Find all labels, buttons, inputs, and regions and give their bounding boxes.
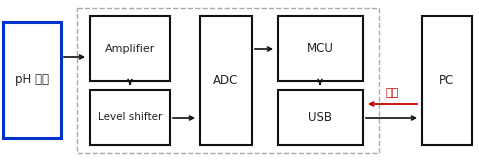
Text: 전원: 전원 (386, 88, 399, 98)
Bar (278, 90, 363, 145)
Bar (200, 16, 252, 145)
Text: USB: USB (308, 111, 332, 124)
Text: ADC: ADC (213, 74, 239, 87)
Text: pH 센서: pH 센서 (15, 73, 49, 87)
Text: PC: PC (439, 74, 455, 87)
Bar (77, 8, 379, 153)
Text: MCU: MCU (307, 42, 334, 55)
Text: Level shifter: Level shifter (98, 112, 162, 123)
Bar (90, 90, 170, 145)
Bar (278, 16, 363, 81)
Bar (422, 16, 472, 145)
Bar (90, 16, 170, 81)
Bar (3, 22, 61, 138)
Text: Amplifier: Amplifier (105, 44, 155, 53)
